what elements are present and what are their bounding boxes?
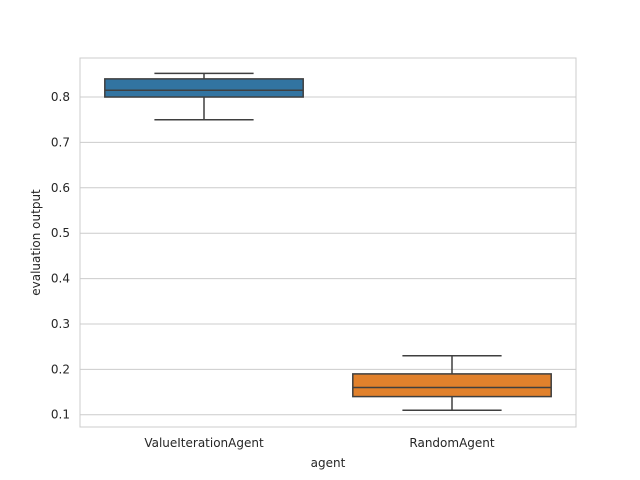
x-tick-label: ValueIterationAgent — [144, 436, 264, 450]
iqr-box — [104, 78, 304, 98]
y-axis-ticks: 0.1 0.2 0.3 0.4 0.5 0.6 0.7 0.8 — [51, 90, 70, 422]
y-tick-label: 0.2 — [51, 362, 70, 376]
box-ValueIterationAgent — [104, 72, 304, 121]
y-tick-label: 0.4 — [51, 272, 70, 286]
y-axis-label: evaluation output — [29, 189, 43, 296]
grid-lines — [80, 96, 576, 416]
y-tick-label: 0.3 — [51, 317, 70, 331]
y-tick-label: 0.6 — [51, 181, 70, 195]
boxes — [104, 72, 552, 411]
x-axis-ticks: ValueIterationAgent RandomAgent — [144, 436, 495, 450]
y-tick-label: 0.7 — [51, 135, 70, 149]
iqr-box — [352, 373, 552, 398]
x-axis-label: agent — [311, 456, 346, 470]
x-tick-label: RandomAgent — [409, 436, 494, 450]
y-tick-label: 0.5 — [51, 226, 70, 240]
box-RandomAgent — [352, 354, 552, 411]
plot-area-frame — [79, 57, 577, 428]
y-tick-label: 0.1 — [51, 408, 70, 422]
y-tick-label: 0.8 — [51, 90, 70, 104]
